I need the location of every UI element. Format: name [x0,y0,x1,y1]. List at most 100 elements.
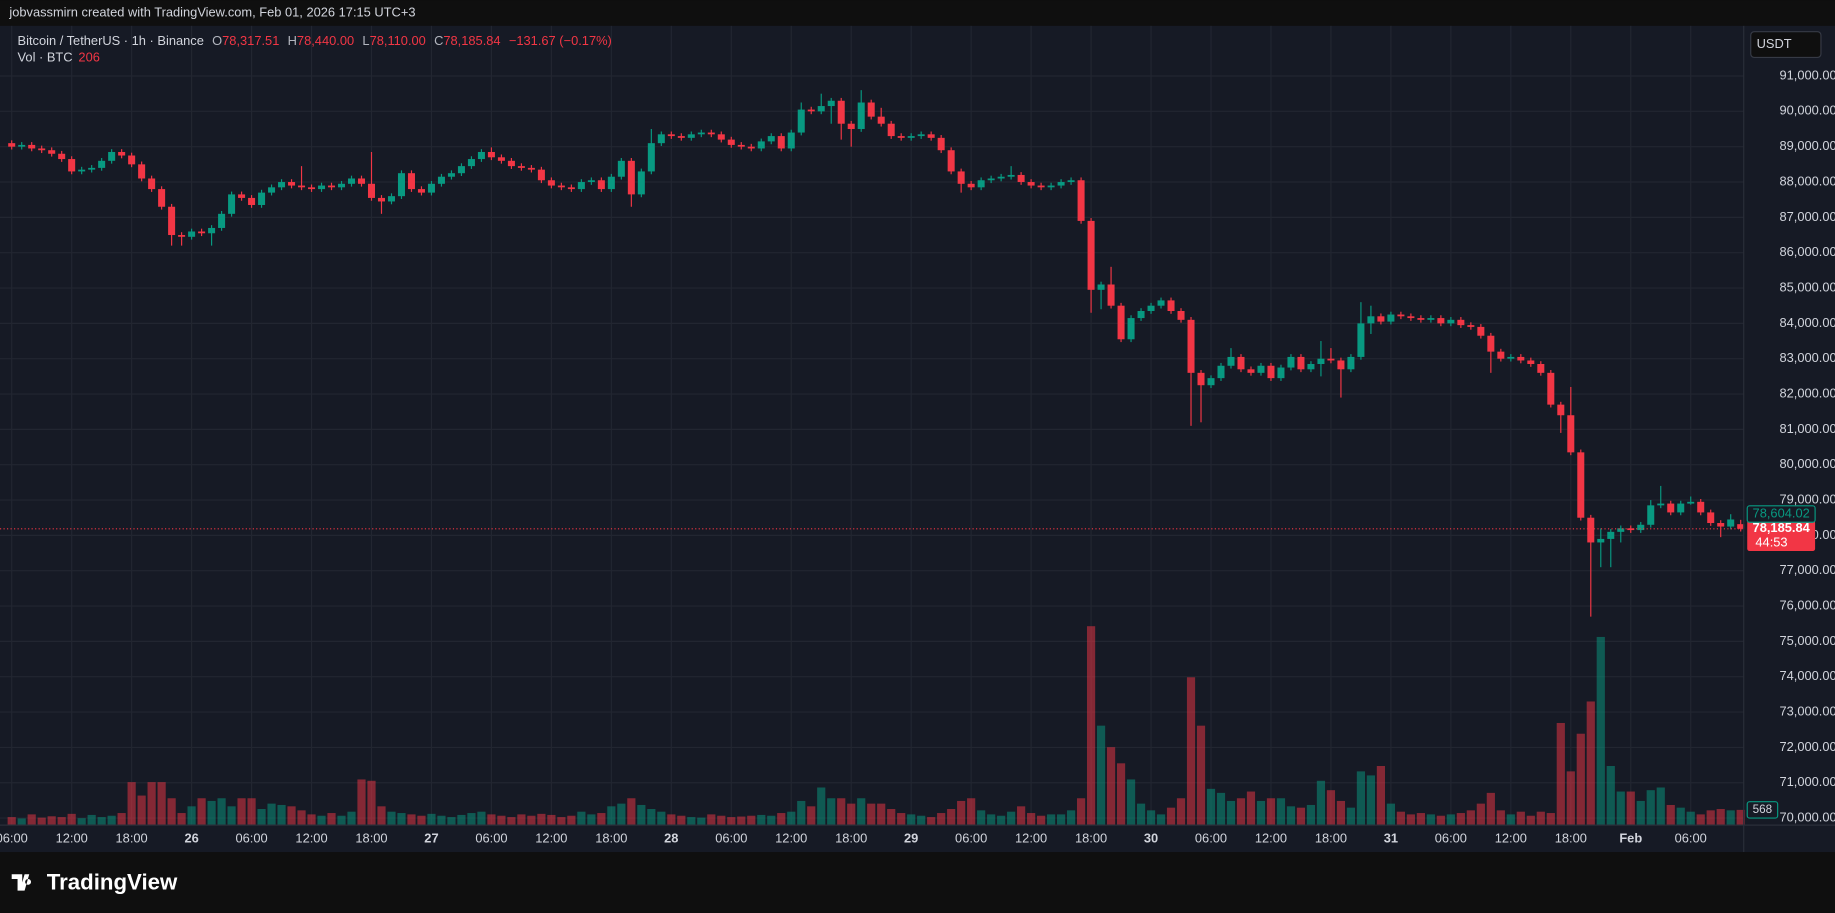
legend-low-label: L [362,34,369,49]
volume-bar [1146,810,1156,826]
candle-body [867,102,875,117]
candle-body [268,187,276,193]
candle-body [1177,310,1185,320]
legend-change: −131.67 (−0.17%) [509,34,612,49]
volume-bar [1596,636,1605,826]
candle-body [1667,503,1675,513]
volume-bar [207,800,216,826]
volume-bar [1156,814,1166,826]
candle-body [1447,319,1455,324]
volume-bar [357,779,366,826]
candle-body [1247,369,1255,373]
volume-bar [1296,807,1306,826]
candle-body [347,178,356,184]
candle-body [1387,314,1395,322]
volume-bar [1536,811,1545,826]
candle-body [1717,523,1725,527]
candle-body [78,169,86,172]
volume-bar [1516,811,1525,826]
volume-bar [547,814,556,826]
x-tick-label: 18:00 [1555,831,1587,846]
volume-bar [667,814,676,826]
candle-body [777,136,785,149]
currency-button[interactable] [1750,31,1822,59]
candle-body [1007,174,1015,177]
volume-bar [1076,798,1086,826]
volume-bar [587,814,596,826]
candle-body [837,100,845,124]
candle-body [737,144,745,147]
candle-body [1097,284,1105,290]
y-tick-label: 74,000.00 [1779,668,1835,683]
volume-bar [1126,779,1136,826]
x-tick-label: 12:00 [775,831,807,846]
volume-bar [1346,807,1356,826]
candle-body [627,160,635,195]
candle-body [1357,323,1365,357]
candle-body [727,139,735,145]
candle-body [288,182,296,186]
y-tick-label: 87,000.00 [1779,209,1835,224]
candle-body [1197,372,1205,386]
volume-bar [637,804,646,826]
y-tick-label: 83,000.00 [1779,350,1835,365]
volume-legend-label: Vol · BTC [18,50,73,65]
volume-bar [1306,804,1316,826]
candle-body [1297,356,1305,370]
volume-bar [347,811,356,826]
volume-bar [1636,800,1645,826]
candle-body [1217,365,1225,379]
candle-body [797,109,805,133]
volume-bar [1206,788,1216,826]
volume-bar [577,811,586,826]
y-tick-label: 91,000.00 [1779,67,1835,82]
candle-body [118,151,126,156]
candle-body [407,173,415,190]
candle-body [487,151,495,158]
volume-bar [477,811,486,826]
volume-bar [1466,810,1475,826]
volume-bar [117,813,126,826]
candle-body [1267,365,1275,379]
candle-body [607,176,615,190]
volume-bar [907,814,916,826]
logo-text: TradingView [47,870,178,895]
candle-body [417,189,425,193]
candle-body [1407,316,1415,319]
x-tick-label: 28 [664,831,678,846]
candle-body [1147,305,1155,311]
volume-bar [247,798,256,826]
candle-body [537,169,545,181]
x-tick-label: 12:00 [1495,831,1527,846]
volume-bar [1066,810,1076,826]
candle-body [557,185,565,188]
candle-body [1067,180,1075,183]
candle-body [637,171,645,195]
candle-body [178,235,186,237]
grid [0,25,1744,826]
volume-bar [127,782,136,826]
volume-bar [1017,806,1026,826]
x-tick-label: 06:00 [715,831,747,846]
chart-pane [0,25,1835,853]
candle-body [198,231,206,234]
candle-body [1637,524,1645,531]
volume-bar [927,817,936,826]
y-tick-label: 70,000.00 [1779,809,1835,824]
x-tick-label: 26 [184,831,198,846]
volume-bar [47,816,56,826]
volume-bar [17,818,26,826]
volume-bar [507,817,516,826]
volume-bar [1496,810,1505,826]
candle-body [98,160,106,168]
x-tick-label: 18:00 [1075,831,1107,846]
candle-body [767,136,775,142]
volume-bar [27,814,36,826]
volume-bar [1116,763,1126,826]
currency-label[interactable]: USDT [1757,36,1792,51]
candle-body [1167,300,1175,311]
volume-bar [1186,677,1196,826]
candle-body [1607,531,1615,539]
volume-bar [557,817,566,826]
legend-close: 78,185.84 [443,34,500,49]
